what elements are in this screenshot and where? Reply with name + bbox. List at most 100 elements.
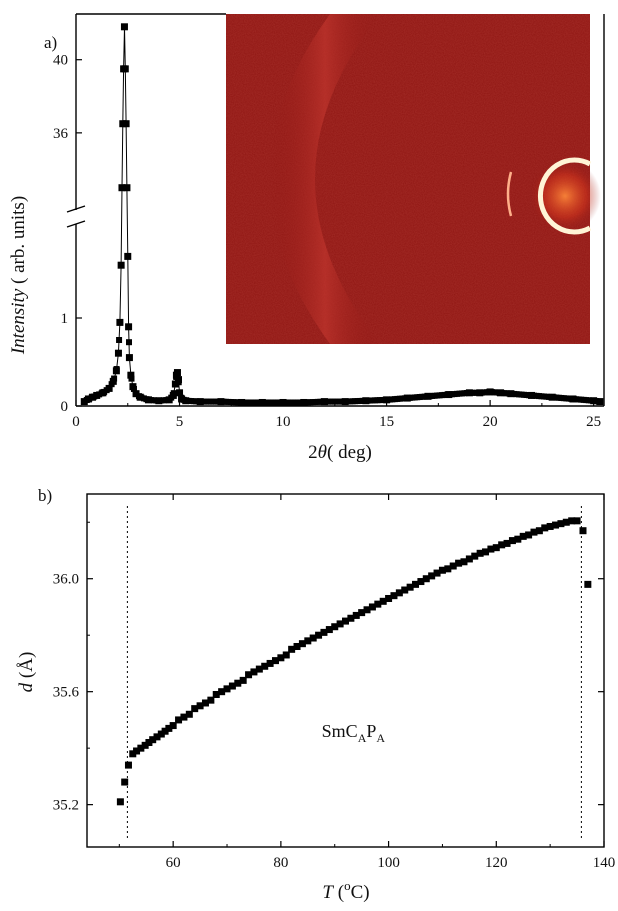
data-point [201,699,209,707]
data-point [492,544,500,552]
data-point [368,603,376,611]
data-point [374,600,382,608]
data-point [124,761,132,769]
data-point [114,349,122,357]
y-tick-label: 35.2 [53,798,79,814]
data-point [508,537,516,545]
data-point [261,662,269,670]
x-tick-label: 120 [485,855,508,871]
data-point [106,385,113,392]
data-point [180,713,188,721]
data-point [153,733,161,741]
data-point [395,589,403,597]
data-point [422,575,430,583]
data-point [234,679,242,687]
data-point [379,597,387,605]
data-point [557,520,565,528]
data-point [223,685,231,693]
data-point [363,606,371,614]
data-point [239,676,247,684]
data-point [282,651,290,659]
x-tick-label: 10 [276,414,291,430]
data-point [525,531,533,539]
data-point [325,626,333,634]
data-point [137,744,145,752]
data-point [117,261,125,269]
data-point [173,373,180,380]
panel-a-x-axis-label: 2θ( deg) [308,442,372,463]
x-tick-label: 60 [166,855,181,871]
data-point [498,541,506,549]
panel-b-axes [86,493,605,848]
data-point [412,580,420,588]
data-point [141,741,149,749]
data-point [255,665,263,673]
data-point [331,623,339,631]
x-tick-label: 20 [483,414,498,430]
y-tick-label: 36.0 [53,572,79,588]
data-point [514,535,522,543]
small-angle-ring [537,157,592,235]
data-point [519,532,527,540]
data-point [385,594,393,602]
data-point [120,23,128,31]
data-point [304,637,312,645]
data-point [584,580,592,588]
data-point [218,688,226,696]
data-point [271,657,279,665]
data-point [191,705,199,713]
data-point [315,631,323,639]
data-point [168,394,175,401]
y-tick-label: 1 [61,311,69,327]
data-point [173,369,181,377]
data-point [250,668,258,676]
data-point [157,730,165,738]
data-point [121,65,129,73]
data-point [175,379,182,386]
data-point [196,702,204,710]
data-point [309,634,317,642]
data-point [128,375,135,382]
data-point [358,609,366,617]
data-point [546,522,554,530]
data-point [118,184,126,192]
data-point [595,398,602,405]
data-point [568,517,576,525]
data-point [535,527,543,535]
data-point [121,778,129,786]
data-point [342,617,349,625]
data-point [245,671,253,679]
panel-b-series [116,517,592,806]
data-point [161,727,169,735]
y-axis-break-marks [66,205,86,228]
panel-a-y-axis-label: Intensity ( arb. units) [8,196,29,355]
data-point [122,120,130,128]
data-point [562,518,570,526]
data-point [444,565,452,573]
data-point [433,569,441,577]
panel-b-label: b) [38,486,52,505]
data-point [471,552,479,560]
data-point [185,710,193,718]
panel-a-chart: a) 0 5 10 15 20 25 0 1 36 40 2θ( deg) Intensity (… [8,13,605,463]
data-point [129,750,137,758]
x-tick-label: 140 [593,855,616,871]
phase-label: SmCAPA [322,721,386,745]
data-point [266,659,274,667]
data-point [476,549,484,557]
data-point [579,527,587,535]
data-point [390,592,398,600]
data-point [111,375,118,382]
data-point [108,381,115,388]
y-tick-label: 35.6 [53,685,80,701]
x-tick-label: 25 [586,414,601,430]
data-point [541,524,549,532]
x-tick-label: 80 [273,855,288,871]
data-point [116,318,124,326]
data-point [228,682,236,690]
data-point [125,354,133,362]
data-point [320,628,328,636]
y-tick-label: 36 [53,126,69,142]
data-point [401,586,409,594]
